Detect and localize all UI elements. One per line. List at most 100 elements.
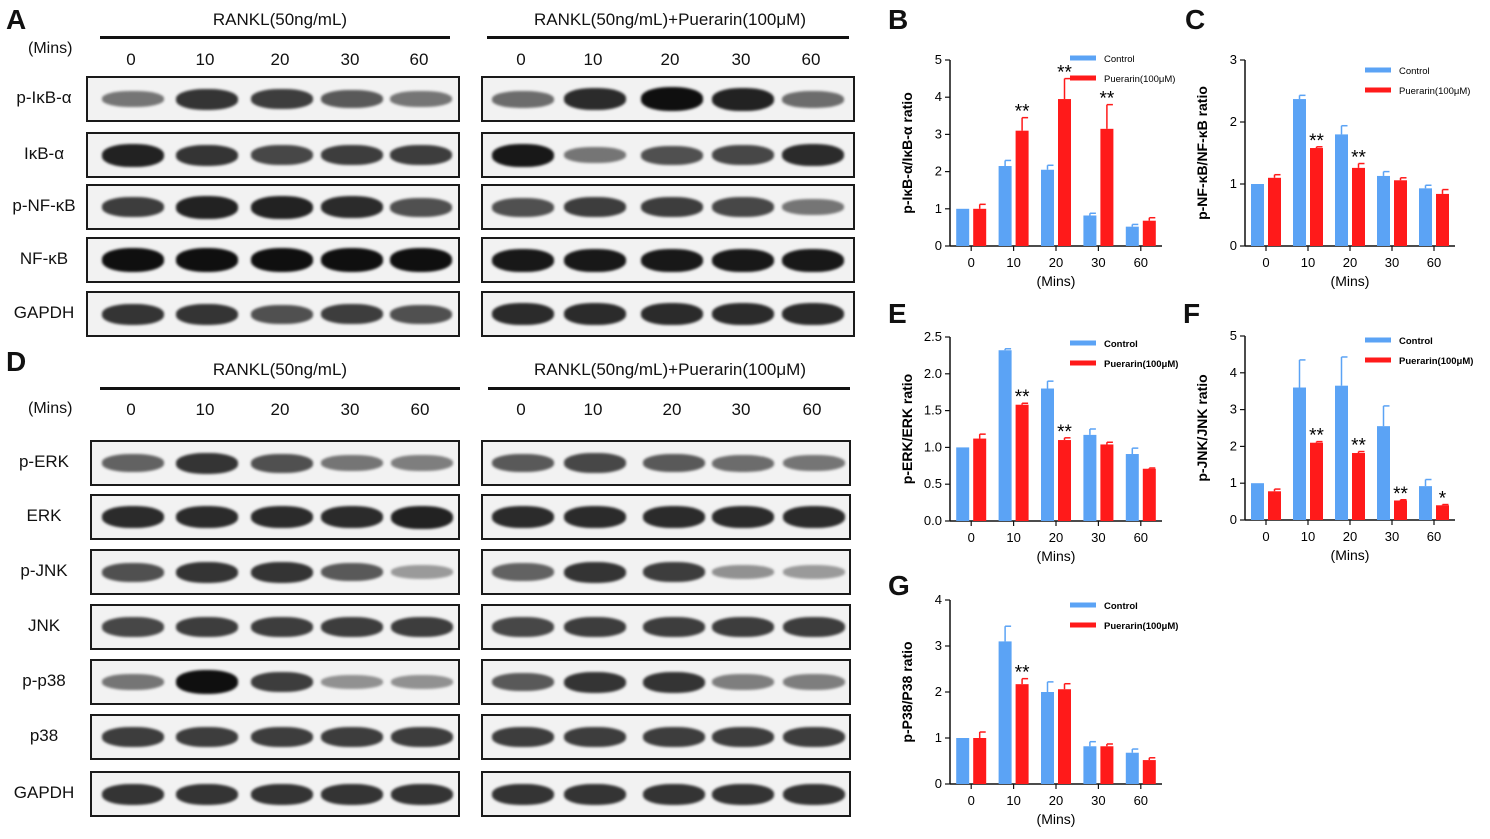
x-tick-label: 20 (1343, 529, 1357, 544)
band (492, 727, 554, 747)
x-tick-label: 0 (1262, 529, 1269, 544)
band (782, 90, 844, 108)
y-tick-label: 2 (1230, 438, 1237, 453)
bar-control (1335, 134, 1348, 246)
legend-label: Puerarin(100μM) (1399, 86, 1470, 97)
y-tick-label: 2.0 (924, 366, 942, 381)
band (321, 145, 383, 165)
band (251, 506, 313, 528)
bar-control (998, 641, 1012, 784)
y-axis-label: p-P38/P38 ratio (899, 641, 915, 742)
x-tick-label: 30 (1091, 255, 1105, 270)
band (564, 453, 626, 473)
band (643, 506, 705, 528)
lane-label-block_A-right-60: 60 (801, 50, 821, 69)
blot-box-block_A-right-4 (481, 291, 855, 337)
condition-title-rankl-d: RANKL(50ng/mL) (212, 360, 348, 379)
chart-c-nfkb-ratio: 0 1 2 3 p-NF-κB/NF-κB ratio 0 10 ** 20 ** 30 60 (Min… (1194, 52, 1470, 289)
y-axis-label: p-JNK/JNK ratio (1194, 374, 1210, 481)
y-axis-label: p-NF-κB/NF-κB ratio (1194, 86, 1210, 220)
band (176, 303, 238, 325)
row-label-block_D-4: p-p38 (22, 671, 66, 690)
band (492, 563, 554, 581)
band (321, 90, 383, 108)
bar-puerarin (1100, 746, 1114, 784)
legend-label: Puerarin(100μM) (1104, 359, 1178, 370)
blot-box-block_D-left-1 (90, 494, 460, 540)
bar-puerarin (1436, 193, 1449, 246)
y-tick-label: 0 (935, 776, 942, 791)
chart-g-p38-ratio: 0 1 2 3 4 p-P38/P38 ratio 0 10 ** 20 30 60 (Mins) Con… (899, 592, 1178, 827)
row-label-block_A-1: IκB-α (23, 144, 65, 163)
lane-label-block_A-right-20: 20 (660, 50, 680, 69)
x-tick-label: 30 (1091, 793, 1105, 808)
band (391, 505, 453, 529)
band (643, 671, 705, 693)
y-tick-label: 4 (1230, 365, 1237, 380)
bar-control (1335, 385, 1348, 520)
band (391, 727, 453, 747)
lane-label-block_D-left-0: 0 (126, 400, 136, 419)
bar-puerarin (1268, 177, 1281, 246)
band (564, 147, 626, 163)
y-tick-label: 1.5 (924, 403, 942, 418)
row-label-block_A-4: GAPDH (13, 303, 75, 322)
x-tick-label: 30 (1385, 529, 1399, 544)
band (176, 783, 238, 805)
band (390, 197, 452, 217)
band (564, 783, 626, 805)
band (712, 674, 774, 690)
blot-box-block_D-left-2 (90, 549, 460, 595)
band (251, 561, 313, 583)
band (712, 248, 774, 272)
panel-letter-f: F (1183, 298, 1201, 329)
lane-label-block_D-right-20: 20 (662, 400, 682, 419)
bar-control (1419, 188, 1432, 246)
x-tick-label: 0 (968, 255, 975, 270)
chart-f-jnk-ratio: 0 1 2 3 4 5 p-JNK/JNK ratio 0 10 ** 20 ** 30 ** 60 * (Mi… (1194, 328, 1473, 563)
blot-box-block_D-right-2 (481, 549, 851, 595)
band (712, 783, 774, 805)
blot-box-block_D-left-3 (90, 604, 460, 650)
band (391, 565, 453, 579)
band (643, 562, 705, 582)
band (492, 783, 554, 805)
y-tick-label: 3 (1230, 52, 1237, 67)
blot-box-block_D-right-0 (481, 440, 851, 486)
band (102, 248, 164, 272)
band (102, 562, 164, 582)
significance-marker: ** (1057, 63, 1072, 84)
band (251, 727, 313, 747)
band (492, 673, 554, 691)
band (390, 248, 452, 272)
y-tick-label: 4 (935, 89, 942, 104)
band (641, 248, 703, 272)
row-label-block_D-2: p-JNK (20, 561, 68, 580)
legend-label: Control (1104, 601, 1138, 612)
band (712, 565, 774, 579)
condition-title-puerarin-a: RANKL(50ng/mL)+Puerarin(100μM) (534, 10, 806, 29)
band (321, 617, 383, 637)
band (712, 87, 774, 111)
lane-label-block_A-right-10: 10 (583, 50, 603, 69)
significance-marker: ** (1393, 484, 1408, 505)
blot-box-block_A-left-3 (86, 237, 460, 283)
x-tick-label: 60 (1427, 529, 1441, 544)
y-tick-label: 0.5 (924, 476, 942, 491)
band (391, 617, 453, 637)
blot-box-block_D-right-3 (481, 604, 851, 650)
band (321, 304, 383, 324)
panel-letter-g: G (888, 570, 910, 601)
mins-label-d: (Mins) (28, 400, 73, 417)
band (176, 670, 238, 694)
y-tick-label: 3 (935, 638, 942, 653)
blot-box-block_A-right-0 (481, 76, 855, 122)
x-tick-label: 60 (1134, 530, 1148, 545)
band (564, 617, 626, 637)
bar-puerarin (1015, 130, 1029, 246)
band (251, 783, 313, 805)
band (712, 727, 774, 747)
bar-control (1251, 483, 1264, 520)
row-label-block_A-2: p-NF-κB (12, 196, 76, 215)
x-tick-label: 10 (1006, 793, 1020, 808)
